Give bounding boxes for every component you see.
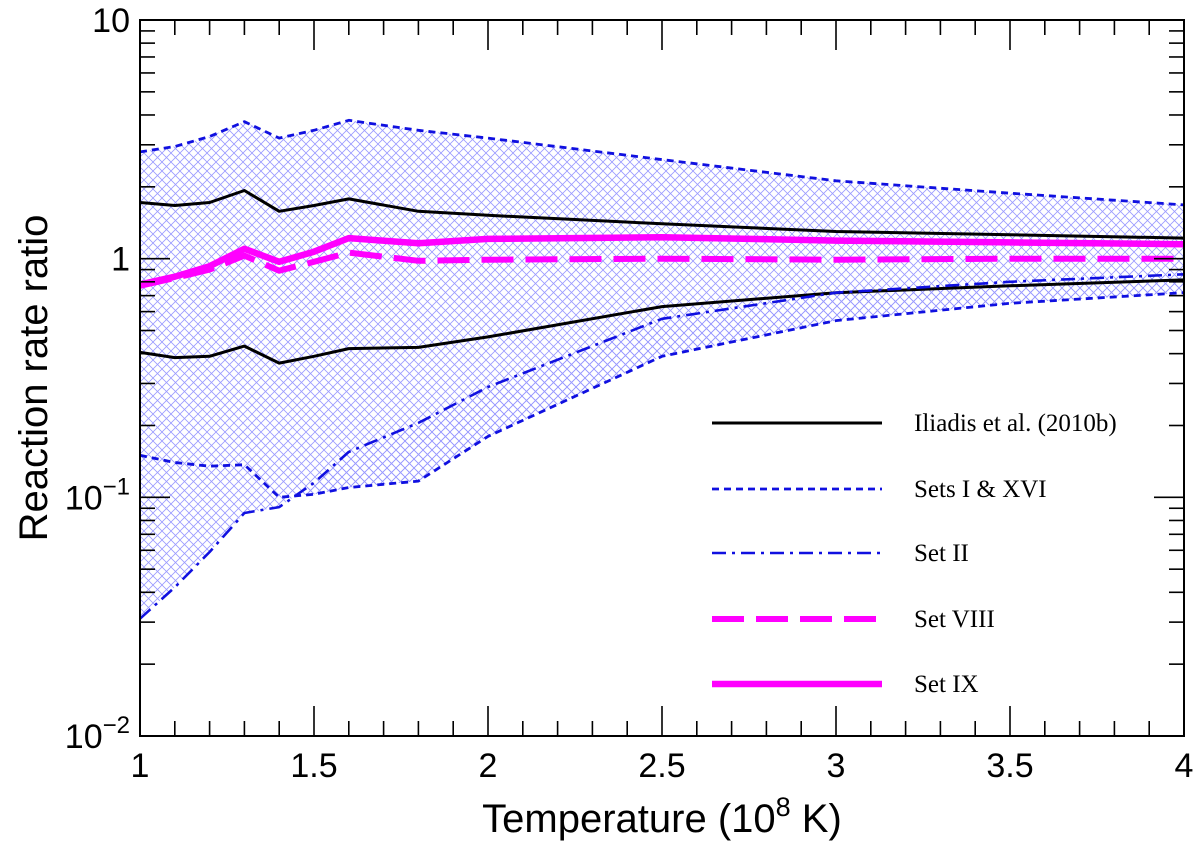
x-tick-labels: 1 1.5 2 2.5 3 3.5 4 bbox=[131, 747, 1194, 785]
legend-label-set-ix: Set IX bbox=[914, 671, 979, 698]
series-set-ii bbox=[140, 273, 1184, 620]
series-sets-i-xvi-upper bbox=[140, 118, 1184, 207]
x-tick-label: 1.5 bbox=[290, 747, 337, 785]
x-tick-label: 4 bbox=[1175, 747, 1194, 785]
x-axis-title-exponent: 8 bbox=[776, 792, 791, 822]
series-lines bbox=[140, 118, 1184, 620]
legend: Iliadis et al. (2010b) Sets I & XVI Set II… bbox=[712, 410, 1117, 698]
y-tick-label: 10−2 bbox=[65, 712, 130, 756]
y-tick-label: 10 bbox=[92, 2, 130, 40]
axis-ticks bbox=[139, 20, 1185, 736]
uncertainty-bands bbox=[140, 120, 1184, 619]
legend-label-iliadis-et-al-2010b: Iliadis et al. (2010b) bbox=[914, 410, 1117, 437]
y-tick-label: 10−1 bbox=[65, 473, 130, 517]
band-set-ii bbox=[140, 274, 1184, 619]
x-tick-label: 3.5 bbox=[986, 747, 1033, 785]
legend-label-set-viii: Set VIII bbox=[914, 606, 995, 633]
x-tick-label: 3 bbox=[827, 747, 846, 785]
series-set-ix bbox=[140, 233, 1184, 288]
x-tick-label: 2 bbox=[479, 747, 498, 785]
series-set-viii bbox=[140, 249, 1184, 289]
series-sets-i-xvi-lower bbox=[140, 291, 1184, 499]
x-axis-title: Temperature (108 K) bbox=[482, 792, 842, 841]
x-tick-label: 1 bbox=[131, 747, 150, 785]
y-axis-title: Reaction rate ratio bbox=[12, 215, 56, 542]
y-tick-label: 1 bbox=[111, 241, 130, 279]
x-tick-label: 2.5 bbox=[638, 747, 685, 785]
band-sets-i-xvi bbox=[140, 120, 1184, 498]
series-iliadis-et-al-2010b-upper bbox=[140, 189, 1184, 240]
y-tick-labels: 10−2 10−1 1 10 bbox=[65, 2, 130, 756]
legend-label-sets-i-xvi: Sets I & XVI bbox=[914, 476, 1047, 503]
legend-label-set-ii: Set II bbox=[914, 540, 969, 567]
